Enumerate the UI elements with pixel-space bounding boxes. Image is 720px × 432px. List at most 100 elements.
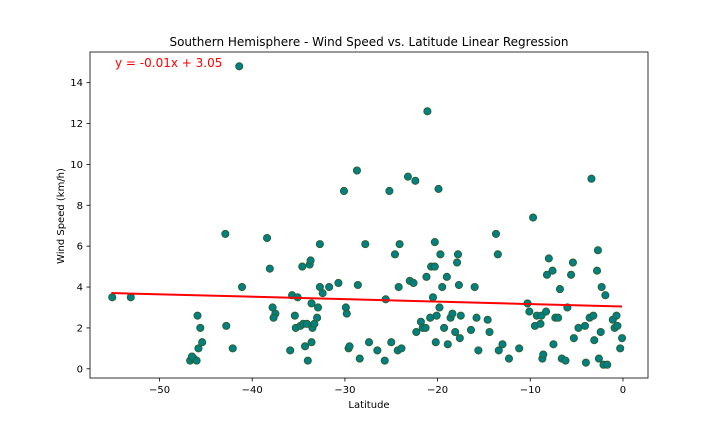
data-point [390, 250, 400, 259]
data-point [440, 323, 449, 332]
data-point [307, 338, 316, 347]
data-point [451, 327, 460, 337]
data-point [544, 254, 553, 263]
data-point [525, 307, 534, 316]
x-tick-label: −10 [520, 385, 541, 396]
x-tick-label: −30 [334, 385, 355, 396]
data-point [581, 358, 590, 367]
data-point [617, 334, 627, 343]
data-point [373, 346, 382, 355]
data-point [435, 303, 444, 312]
data-point [613, 321, 622, 330]
data-point [603, 360, 612, 369]
data-point [504, 354, 514, 363]
data-point [423, 107, 432, 116]
data-point [221, 229, 230, 238]
data-point [193, 311, 202, 320]
data-point [536, 319, 545, 328]
y-tick-label: 6 [77, 242, 83, 253]
data-point [237, 282, 247, 292]
data-point [430, 262, 439, 271]
data-point [515, 344, 524, 353]
data-point [466, 325, 476, 335]
data-point [485, 327, 494, 337]
data-point [443, 340, 452, 349]
y-tick-label: 4 [77, 283, 83, 294]
data-point [187, 352, 197, 361]
data-point [434, 184, 443, 193]
data-point [541, 307, 551, 316]
data-point [431, 338, 440, 347]
y-tick-label: 14 [70, 78, 83, 89]
data-point [409, 278, 418, 288]
data-point [589, 311, 598, 320]
data-point [453, 258, 462, 267]
data-point [596, 327, 605, 337]
data-point [196, 323, 205, 332]
data-point [493, 250, 502, 259]
data-point [387, 338, 396, 347]
data-point [339, 186, 349, 196]
data-point [472, 313, 481, 322]
data-point [412, 327, 421, 337]
x-tick-label: 0 [620, 385, 626, 396]
data-point [421, 323, 430, 332]
data-point [597, 282, 606, 292]
data-point [548, 266, 557, 275]
x-tick-label: −50 [149, 385, 170, 396]
data-point [411, 176, 420, 185]
data-point [474, 346, 483, 355]
y-tick-label: 12 [70, 119, 83, 130]
data-point [290, 311, 299, 320]
data-point [313, 313, 322, 322]
data-point [430, 238, 439, 247]
data-point [470, 282, 479, 292]
y-axis-label: Wind Speed (km/h) [56, 168, 67, 264]
data-point [300, 342, 310, 351]
data-point [269, 313, 278, 322]
data-point [306, 256, 315, 265]
data-point [126, 293, 135, 302]
data-point [542, 270, 552, 279]
data-point [539, 350, 548, 359]
data-point [395, 240, 404, 249]
data-point [361, 240, 370, 249]
data-point [334, 278, 343, 288]
data-point [567, 270, 576, 279]
data-point [307, 299, 316, 308]
data-point [494, 346, 503, 355]
data-point [456, 311, 465, 320]
data-point [436, 250, 445, 259]
data-point [432, 311, 441, 320]
data-point [198, 338, 207, 347]
data-point [222, 321, 231, 330]
data-point [265, 264, 274, 273]
data-point [342, 309, 351, 318]
data-point [380, 356, 389, 365]
y-tick-label: 10 [70, 160, 83, 171]
x-tick-label: −40 [242, 385, 263, 396]
data-point [228, 344, 237, 353]
data-point [403, 172, 412, 181]
data-point [438, 282, 447, 292]
data-point [549, 340, 558, 349]
data-point [385, 186, 394, 196]
data-point [498, 340, 507, 349]
data-point [568, 258, 577, 267]
data-point [353, 280, 362, 290]
data-point [397, 344, 406, 353]
data-point [108, 293, 117, 302]
data-point [442, 272, 451, 281]
data-point [601, 291, 610, 300]
regression-equation: y = -0.01x + 3.05 [115, 56, 222, 70]
data-point [428, 293, 438, 302]
data-point [364, 338, 374, 347]
data-point [453, 250, 463, 259]
data-point [352, 166, 362, 175]
data-point [612, 311, 621, 320]
chart-title: Southern Hemisphere - Wind Speed vs. Lat… [169, 35, 568, 49]
y-tick-label: 2 [77, 323, 83, 334]
x-axis-label: Latitude [348, 400, 389, 411]
data-point [315, 240, 324, 249]
